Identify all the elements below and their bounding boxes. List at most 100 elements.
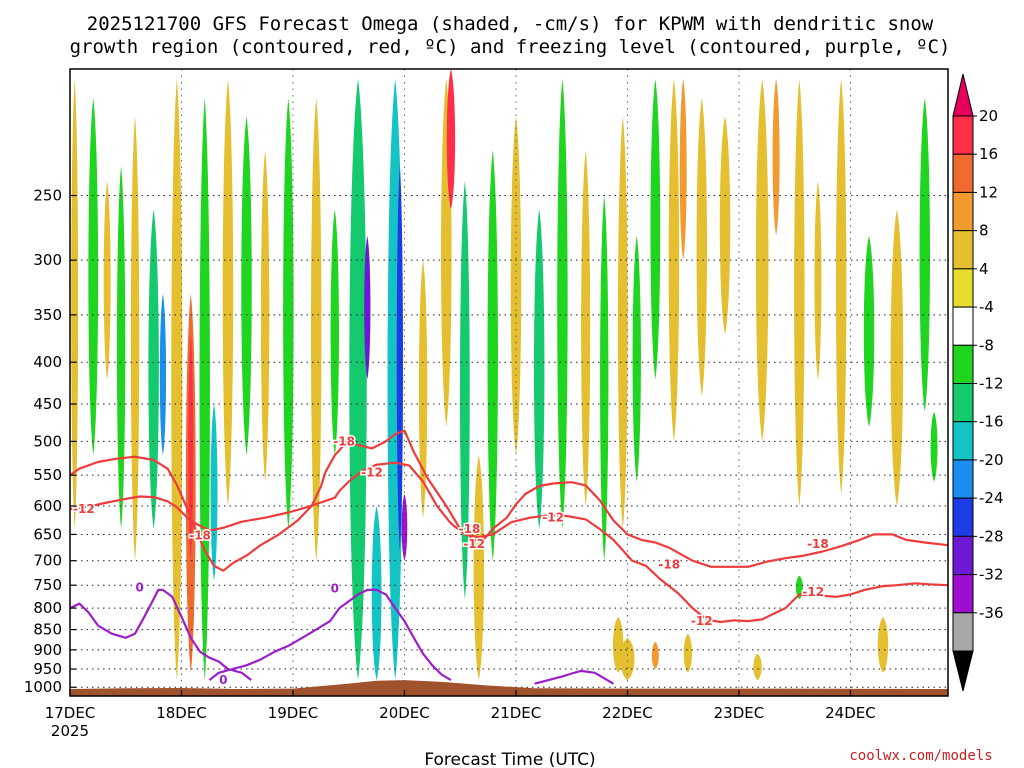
omega-cell: [487, 150, 498, 561]
x-tick-sublabel: 2025: [51, 722, 89, 740]
dgz-contour-label: -12: [691, 614, 713, 628]
y-tick-label: 1000: [24, 678, 62, 696]
contours: -12-18-18-12-18-12-12-18-12-12-180 00: [70, 429, 948, 689]
freezing-contour-label: 0: [136, 581, 144, 595]
omega-cell: [260, 150, 270, 482]
omega-cell: [130, 116, 140, 561]
colorbar-bin: [952, 230, 974, 270]
x-tick-label: 20DEC: [379, 704, 430, 722]
y-tick-label: 800: [33, 599, 62, 617]
dgz-contour-label: -12: [802, 585, 824, 599]
colorbar-label: -8: [979, 336, 994, 354]
omega-cell: [617, 116, 628, 529]
y-tick-label: 650: [33, 525, 62, 543]
colorbar-label: -28: [979, 527, 1004, 545]
x-tick-label: 23DEC: [714, 704, 765, 722]
omega-cell: [418, 260, 428, 518]
colorbar-bin: [952, 268, 974, 308]
omega-cell: [510, 116, 522, 456]
x-tick-label: 18DEC: [156, 704, 207, 722]
x-tick-label: 22DEC: [602, 704, 653, 722]
chart-title-line1: 2025121700 GFS Forecast Omega (shaded, -…: [87, 13, 934, 35]
omega-cell: [116, 165, 126, 529]
y-tick-label: 600: [33, 497, 62, 515]
omega-shading: [71, 69, 938, 681]
omega-cell: [755, 78, 769, 442]
omega-cell: [364, 235, 371, 380]
omega-cell: [753, 653, 762, 681]
x-tick-label: 19DEC: [268, 704, 319, 722]
colorbar-bin: [952, 459, 974, 499]
omega-cell: [612, 616, 624, 673]
omega-cell: [222, 78, 234, 507]
omega-cell: [401, 494, 408, 561]
plot-area: -12-18-18-12-18-12-12-18-12-12-180 00: [70, 69, 948, 696]
y-tick-label: 450: [33, 395, 62, 413]
colorbar-label: -20: [979, 451, 1004, 469]
colorbar-label: -16: [979, 413, 1004, 431]
omega-cell: [241, 116, 252, 456]
colorbar-bin: [952, 497, 974, 537]
chart-title-line2: growth region (contoured, red, ºC) and f…: [70, 36, 951, 58]
omega-cell: [863, 235, 875, 427]
colorbar: 20 16 12 8 4 -4 -8 -12 -16 -20 -24 -28 -32 -36: [952, 73, 1004, 692]
colorbar-bin: [952, 191, 974, 232]
y-tick-label: 550: [33, 466, 62, 484]
omega-cell: [919, 98, 930, 412]
omega-cell: [349, 78, 367, 681]
plot-frame: [69, 68, 949, 697]
dgz-contour-label: -18: [807, 537, 829, 551]
omega-cell: [533, 209, 545, 529]
omega-cell: [188, 334, 194, 561]
x-tick-label: 17DEC: [45, 704, 96, 722]
dgz-contour-label: -18: [658, 557, 680, 571]
colorbar-bin: [952, 306, 974, 346]
dgz-contour: [70, 429, 948, 572]
y-tick-label: 900: [33, 641, 62, 659]
y-tick-label: 750: [33, 576, 62, 594]
omega-cell: [651, 641, 659, 670]
omega-cell: [310, 98, 322, 561]
y-tick-label: 500: [33, 432, 62, 450]
dgz-contour-label: -18: [459, 522, 481, 536]
colorbar-bin: [952, 535, 974, 576]
freezing-contour: [534, 669, 615, 685]
omega-cell: [71, 78, 79, 529]
omega-cell: [396, 165, 403, 551]
colorbar-bin: [952, 421, 974, 461]
omega-cell: [835, 78, 847, 495]
colorbar-label: -24: [979, 489, 1004, 507]
freezing-contour: [208, 588, 452, 682]
dgz-contour-label: -12: [361, 466, 383, 480]
dgz-contour-label: -12: [73, 502, 95, 516]
omega-cell: [103, 181, 111, 380]
omega-cell: [330, 209, 339, 456]
freezing-contour-label: 0: [331, 581, 339, 595]
x-axis-title: Forecast Time (UTC): [424, 750, 595, 768]
colorbar-bin: [952, 574, 974, 614]
omega-cell: [473, 455, 485, 681]
colorbar-bin: [952, 115, 974, 155]
dgz-contour-label: -18: [189, 529, 211, 543]
omega-cell: [581, 150, 591, 507]
colorbar-bin: [952, 612, 974, 652]
omega-cell: [557, 78, 568, 529]
colorbar-bin: [952, 383, 974, 423]
colorbar-label: -32: [979, 566, 1004, 584]
freezing-contour-label: 0: [219, 673, 227, 687]
colorbar-label: 4: [979, 260, 989, 278]
colorbar-bin: [952, 153, 974, 193]
y-tick-label: 400: [33, 353, 62, 371]
colorbar-label: -12: [979, 375, 1004, 393]
dgz-contour-label: -18: [333, 434, 355, 448]
colorbar-bin: [952, 344, 974, 384]
dgz-contour-label: -12: [463, 537, 485, 551]
y-axis: 250 300 350 400 450 500 550 600 650 700 750 800 850 9…: [24, 187, 76, 696]
x-tick-label: 24DEC: [825, 704, 876, 722]
omega-cell: [668, 78, 680, 442]
omega-cell: [600, 195, 609, 561]
dgz-contour: [70, 461, 948, 624]
omega-cell: [459, 181, 470, 600]
colorbar-label: 8: [979, 222, 989, 240]
